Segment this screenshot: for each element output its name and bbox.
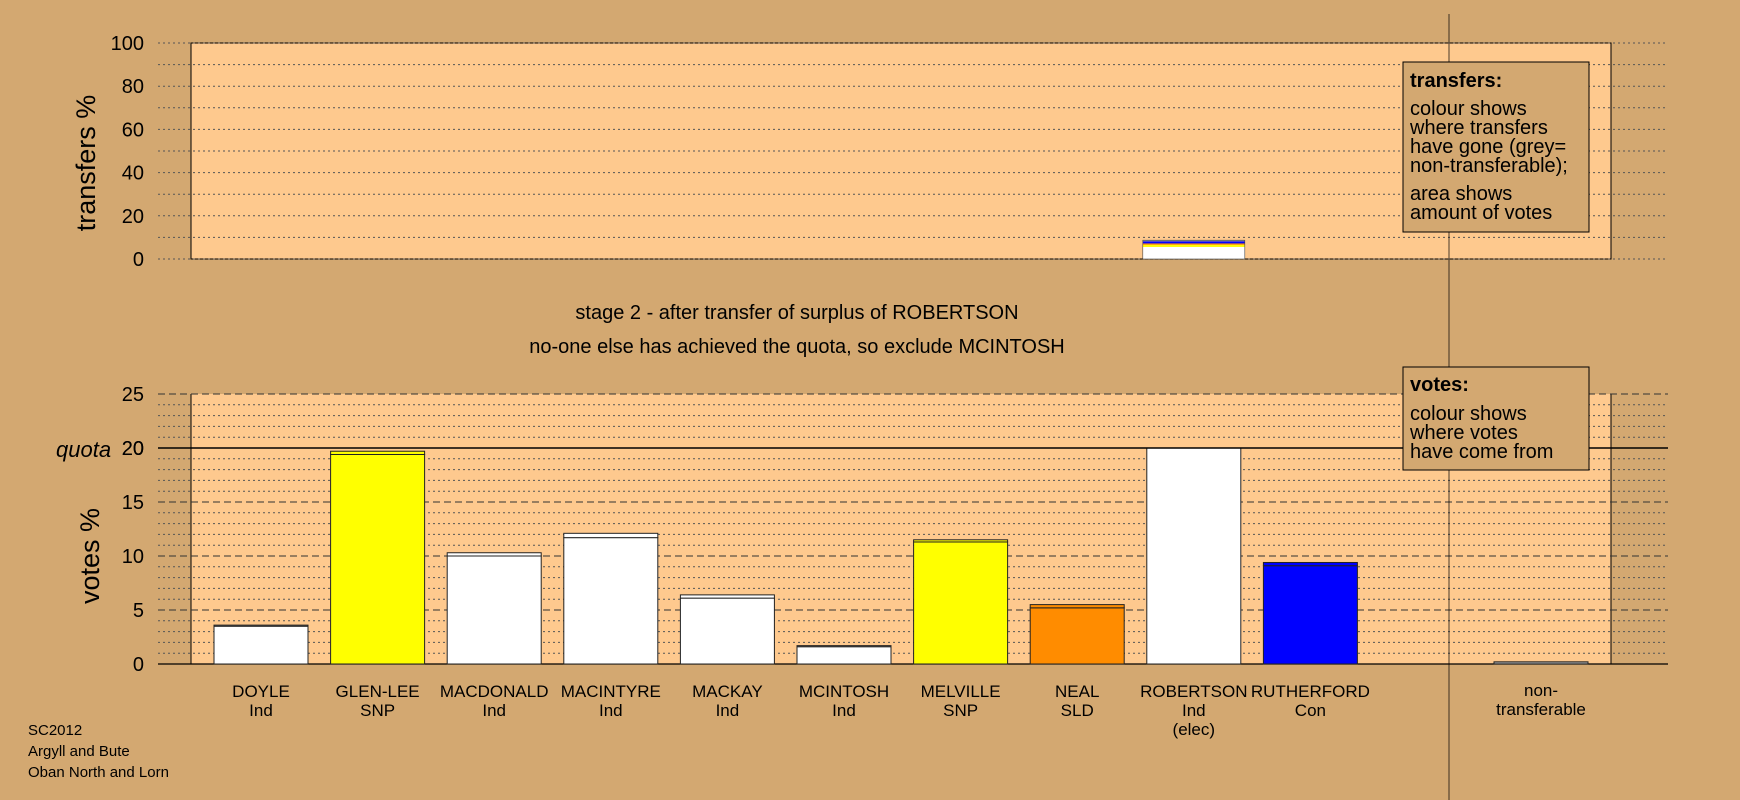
votes-tick-label: 10	[122, 546, 144, 568]
votes-tick-label: 0	[133, 654, 144, 676]
candidate-name: MELVILLE	[921, 682, 1001, 701]
candidate-transfer-segment	[330, 450, 426, 455]
transfers-tick-label: 40	[122, 163, 144, 185]
candidate-name: MACDONALD	[440, 682, 549, 701]
transfer-segment	[1142, 240, 1245, 242]
candidate-bar	[446, 555, 542, 665]
stage-line-1: stage 2 - after transfer of surplus of R…	[575, 302, 1018, 324]
transfer-bar-outline	[1142, 239, 1246, 260]
transfers-tick-label: 20	[122, 206, 144, 228]
votes-tick-label: 15	[122, 492, 144, 514]
candidate-name: NEAL	[1055, 682, 1099, 701]
candidate-transfer-segment	[1262, 561, 1358, 567]
candidate-party: Ind	[1182, 701, 1206, 720]
candidate-party: Ind	[482, 701, 506, 720]
votes-tick-label: 20	[122, 438, 144, 460]
candidate-bar	[330, 453, 426, 665]
candidate-transfer-segment	[446, 552, 542, 557]
candidate-name: MCINTOSH	[799, 682, 889, 701]
quota-label: quota	[56, 437, 111, 462]
transfers-legend-line: amount of votes	[1410, 202, 1552, 224]
candidate-party: Con	[1295, 701, 1326, 720]
candidate-name: MACINTYRE	[561, 682, 661, 701]
candidate-transfer-segment	[679, 594, 775, 599]
candidate-bar	[913, 541, 1009, 665]
candidate-name: RUTHERFORD	[1251, 682, 1370, 701]
candidate-bar	[796, 646, 892, 665]
ward-name: Oban North and Lorn	[28, 764, 169, 781]
candidate-party: SNP	[360, 701, 395, 720]
candidate-name: MACKAY	[692, 682, 763, 701]
candidate-bar	[1146, 447, 1242, 665]
votes-legend: votes: colour shows where votes have com…	[1402, 366, 1590, 471]
votes-legend-line: where votes	[1409, 422, 1518, 444]
council-name: Argyll and Bute	[28, 743, 130, 760]
candidate-transfer-segment	[213, 624, 309, 627]
candidate-elected-note: (elec)	[1173, 720, 1216, 739]
votes-legend-line: have come from	[1410, 441, 1553, 463]
nontransferable-label: transferable	[1496, 700, 1586, 719]
transfers-legend-title: transfers:	[1410, 70, 1502, 92]
transfer-segment	[1142, 244, 1245, 247]
transfers-legend-line: non-transferable);	[1410, 155, 1568, 177]
transfers-legend-line: have gone (grey=	[1410, 136, 1566, 158]
candidate-party: SLD	[1061, 701, 1094, 720]
nontransferable-bar	[1493, 661, 1589, 665]
candidate-transfer-segment	[563, 532, 659, 539]
votes-plot-area	[191, 394, 1611, 664]
votes-tick-label: 20	[122, 438, 144, 460]
candidate-name: ROBERTSON	[1140, 682, 1247, 701]
candidate-bar	[1029, 607, 1125, 665]
candidate-party: Ind	[832, 701, 856, 720]
transfers-legend-box	[1402, 61, 1590, 233]
votes-tick-label: 25	[122, 384, 144, 406]
transfers-legend-line: where transfers	[1409, 117, 1548, 139]
votes-legend-title: votes:	[1410, 374, 1469, 396]
candidate-bar	[213, 625, 309, 665]
transfers-axis-title: transfers %	[71, 95, 101, 232]
bars-layer	[158, 239, 1668, 665]
candidate-party: Ind	[716, 701, 740, 720]
candidate-party: Ind	[249, 701, 273, 720]
candidate-bar	[679, 597, 775, 665]
transfer-segment	[1142, 246, 1245, 259]
candidate-party: SNP	[943, 701, 978, 720]
transfers-tick-label: 100	[111, 33, 144, 55]
candidate-party: Ind	[599, 701, 623, 720]
candidate-bar	[563, 537, 659, 665]
ticks-layer: 0204060801000510152025DOYLEIndGLEN-LEESN…	[111, 33, 1370, 739]
candidate-bar	[1262, 565, 1358, 665]
transfers-tick-label: 0	[133, 249, 144, 271]
transfers-tick-label: 60	[122, 119, 144, 141]
transfers-legend-line: area shows	[1410, 183, 1512, 205]
candidate-transfer-segment	[796, 645, 892, 648]
votes-axis-title: votes %	[75, 508, 105, 604]
candidate-transfer-segment	[913, 539, 1009, 543]
transfers-tick-label: 80	[122, 76, 144, 98]
votes-tick-label: 5	[133, 600, 144, 622]
transfer-segment	[1142, 241, 1245, 244]
votes-legend-line: colour shows	[1410, 403, 1527, 425]
transfer-segment	[1142, 243, 1245, 245]
transfers-legend-line: colour shows	[1410, 98, 1527, 120]
candidate-name: DOYLE	[232, 682, 290, 701]
candidate-name: GLEN-LEE	[336, 682, 420, 701]
election-code: SC2012	[28, 722, 82, 739]
stage-line-2: no-one else has achieved the quota, so e…	[529, 336, 1065, 358]
votes-legend-box	[1402, 366, 1590, 471]
nontransferable-label: non-	[1524, 681, 1558, 700]
candidate-transfer-segment	[1029, 604, 1125, 609]
transfers-legend: transfers: colour shows where transfers …	[1402, 61, 1590, 233]
